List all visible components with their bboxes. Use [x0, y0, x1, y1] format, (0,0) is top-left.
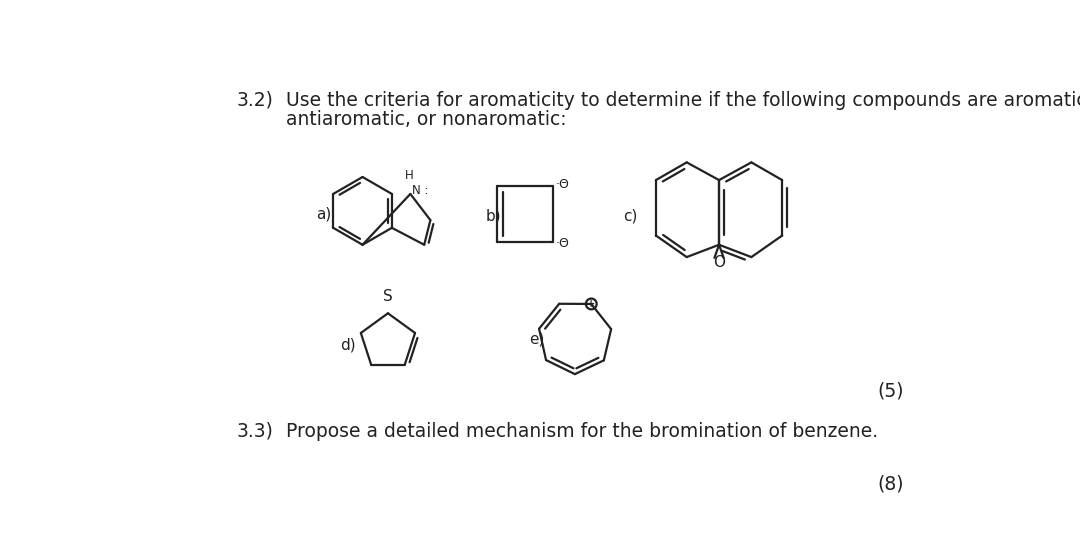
- Text: d): d): [340, 337, 355, 352]
- Text: e): e): [529, 332, 544, 347]
- Text: S: S: [383, 289, 393, 304]
- Text: a): a): [316, 207, 332, 222]
- Text: c): c): [623, 209, 637, 224]
- Text: (5): (5): [877, 382, 903, 401]
- Text: 3.3): 3.3): [237, 422, 273, 441]
- Text: ·$\mathsf{\Theta}$: ·$\mathsf{\Theta}$: [555, 178, 570, 191]
- Text: N :: N :: [411, 185, 429, 197]
- Text: O: O: [713, 255, 725, 270]
- Text: Propose a detailed mechanism for the bromination of benzene.: Propose a detailed mechanism for the bro…: [285, 422, 878, 441]
- Text: b): b): [486, 209, 501, 224]
- Text: (8): (8): [877, 474, 903, 493]
- Text: antiaromatic, or nonaromatic:: antiaromatic, or nonaromatic:: [285, 110, 566, 129]
- Text: Use the criteria for aromaticity to determine if the following compounds are aro: Use the criteria for aromaticity to dete…: [285, 91, 1080, 110]
- Text: H: H: [404, 169, 414, 182]
- Text: +: +: [588, 299, 595, 309]
- Text: 3.2): 3.2): [237, 91, 273, 110]
- Text: ·$\mathsf{\Theta}$: ·$\mathsf{\Theta}$: [555, 237, 570, 250]
